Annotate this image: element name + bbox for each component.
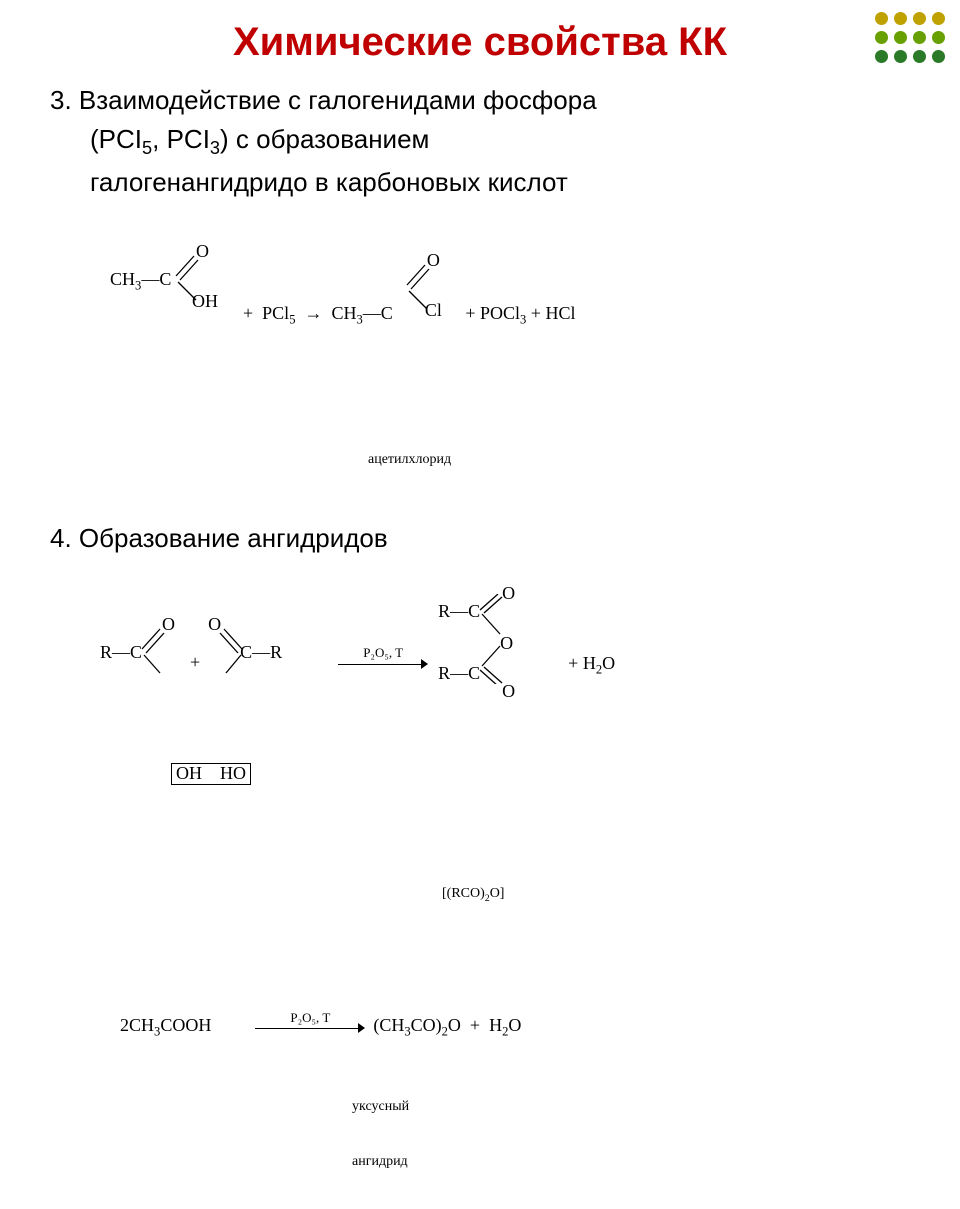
eq1-pocl3s: 3 — [520, 313, 526, 327]
eq3-rc: O + H — [448, 1015, 502, 1035]
para4: 4. Образование ангидридов — [50, 521, 910, 556]
para3-l2b: , PCI — [152, 124, 210, 154]
eq2-o3: O — [502, 584, 515, 604]
eq2-cond: P₂O₅, T — [338, 646, 428, 660]
eq1-ch3: CH — [110, 269, 135, 289]
eq2-ohbox: OH — [176, 763, 202, 783]
eq1-o2: O — [427, 251, 440, 271]
equation-2: R—C O + O C—R — [50, 562, 910, 944]
eq3-ra: (CH — [373, 1015, 404, 1035]
para3-line2: (PCI5, PCI3) с образованием — [50, 122, 910, 161]
eq1-c2: C — [381, 303, 393, 323]
eq3-lab2: ангидрид — [120, 1154, 910, 1169]
slide: Химические свойства КК 3. Взаимодействие… — [0, 0, 960, 720]
eq1-label: ацетилхлорид — [110, 452, 910, 467]
para3-l2a: (PCI — [90, 124, 142, 154]
slide-title: Химические свойства КК — [50, 20, 910, 65]
eq3-lab1: уксусный — [120, 1099, 910, 1114]
eq2-h: H — [583, 653, 596, 673]
eq3-lhs: 2CH — [120, 1015, 154, 1035]
para3-sub5: 5 — [142, 138, 152, 158]
eq2-o1: O — [162, 615, 175, 635]
para3-line1: 3. Взаимодействие с галогенидами фосфора — [50, 83, 910, 118]
eq1-o1: O — [196, 242, 209, 262]
eq2-r4: R — [438, 663, 450, 683]
eq3-rd: O — [508, 1015, 521, 1035]
eq1-cl: Cl — [425, 301, 442, 321]
eq3-cond: P₂O₅, T — [255, 1011, 365, 1025]
eq2-noteA: [(RCO) — [442, 886, 485, 901]
equation-3: 2CH3COOH P₂O₅, T (CH3CO)2O + H2O уксусны… — [50, 958, 910, 1209]
eq2-r3: R — [438, 601, 450, 621]
eq2-o5: O — [502, 682, 515, 702]
eq2-noteB: O] — [490, 886, 505, 901]
eq2-boxed: OH HO — [171, 763, 251, 785]
eq2-o2: O — [208, 615, 221, 635]
eq1-pocl3: POCl — [480, 303, 520, 323]
eq1-oh1: OH — [192, 292, 218, 312]
eq1-pcl5: PCl — [262, 303, 289, 323]
eq2-note: [(RCO)2O] — [100, 886, 910, 905]
eq2-c2: C — [240, 642, 252, 662]
corner-dots — [875, 12, 946, 64]
eq2-hobox: HO — [220, 763, 246, 783]
eq2-arrow: P₂O₅, T — [338, 655, 428, 673]
eq2-o4: O — [500, 634, 513, 654]
eq1-ch3sb: 3 — [357, 313, 363, 327]
eq3-arrow: P₂O₅, T — [255, 1019, 365, 1037]
eq1-pcl5s: 5 — [289, 313, 295, 327]
para3-sub3: 3 — [210, 138, 220, 158]
eq2-r1: R — [100, 642, 112, 662]
equation-1: CH3—C O OH + PCl5 → CH3—C O Cl — [50, 206, 910, 507]
para3-l2c: ) с образованием — [220, 124, 429, 154]
eq1-hcl: HCl — [545, 303, 575, 323]
eq3-cooh: COOH — [160, 1015, 211, 1035]
eq2-ho: O — [602, 653, 615, 673]
eq1-ch3b: CH — [331, 303, 356, 323]
eq3-rb: CO) — [411, 1015, 442, 1035]
para3-line3: галогенангидридо в карбоновых кислот — [50, 165, 910, 200]
eq2-r2: R — [270, 642, 282, 662]
